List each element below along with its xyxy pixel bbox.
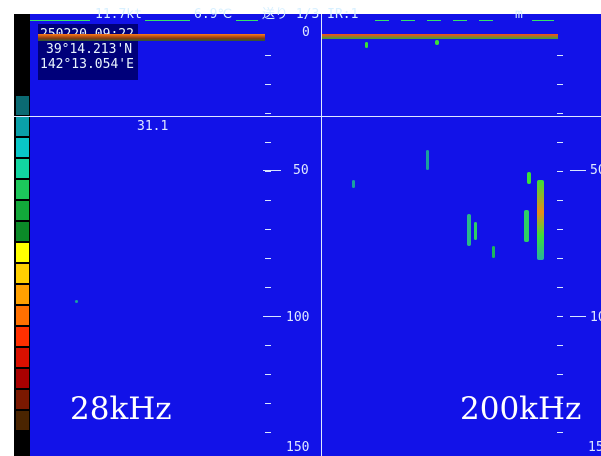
depth-tick — [557, 287, 563, 288]
echogram-display — [14, 14, 601, 456]
frequency-label-28khz: 28kHz — [70, 391, 172, 427]
fish-echo — [527, 172, 531, 184]
depth-tick — [557, 142, 563, 143]
depth-label-50: 50 — [293, 163, 309, 178]
color-scale-swatch — [16, 390, 29, 409]
depth-tick — [557, 432, 563, 433]
color-scale-swatch — [16, 411, 29, 430]
fish-school-echo — [537, 180, 544, 260]
depth-tick — [557, 113, 563, 114]
depth-tick — [557, 403, 563, 404]
depth-tick — [265, 403, 271, 404]
depth-tick — [263, 316, 281, 317]
seabed-echo-28khz — [38, 34, 265, 41]
depth-tick — [265, 84, 271, 85]
longitude-readout: 142°13.054'E — [40, 57, 134, 72]
fish-echo — [352, 180, 355, 188]
depth-tick — [265, 258, 271, 259]
color-scale-swatch — [16, 327, 29, 346]
fish-echo — [426, 150, 429, 170]
depth-tick — [265, 55, 271, 56]
color-scale-swatch — [16, 138, 29, 157]
depth-label-0: 0 — [302, 25, 310, 40]
depth-label-right-50: 50 — [590, 163, 601, 178]
feed-rate-readout: 送り 1/3 IR:1 — [262, 7, 359, 22]
frequency-divider-line — [321, 14, 322, 456]
depth-tick — [265, 345, 271, 346]
depth-tick — [265, 374, 271, 375]
depth-tick — [265, 142, 271, 143]
temperature-readout: 6.9℃ — [194, 7, 233, 22]
depth-tick — [265, 287, 271, 288]
depth-tick — [265, 171, 271, 172]
color-scale-swatch — [16, 369, 29, 388]
color-scale-swatch — [16, 96, 29, 115]
depth-tick — [557, 229, 563, 230]
color-scale-swatch — [16, 306, 29, 325]
cursor-depth-readout: 31.1 — [137, 119, 169, 134]
color-scale-swatch — [16, 117, 29, 136]
depth-label-right-100: 100 — [590, 310, 601, 325]
depth-label-right-150: 150 — [588, 440, 601, 455]
header-underline — [532, 20, 554, 21]
latitude-readout: 39°14.213'N — [46, 42, 133, 57]
fish-echo — [492, 246, 495, 258]
color-scale-swatch — [16, 243, 29, 262]
depth-tick — [265, 229, 271, 230]
depth-tick — [265, 432, 271, 433]
fish-echo — [467, 214, 471, 246]
depth-tick — [557, 345, 563, 346]
header-underline — [236, 20, 258, 21]
depth-tick — [557, 316, 563, 317]
depth-tick — [557, 258, 563, 259]
color-scale-swatch — [16, 159, 29, 178]
depth-tick — [557, 171, 563, 172]
color-scale-swatch — [16, 201, 29, 220]
depth-tick — [570, 170, 586, 171]
header-underline — [30, 20, 90, 21]
depth-tick — [557, 84, 563, 85]
color-scale-swatch — [16, 222, 29, 241]
color-scale-swatch — [16, 264, 29, 283]
color-scale-swatch — [16, 348, 29, 367]
fish-echo — [365, 42, 368, 48]
header-underline — [145, 20, 190, 21]
depth-tick — [557, 374, 563, 375]
speed-readout: 11.7kt — [95, 7, 142, 22]
fish-echo — [75, 300, 78, 303]
depth-tick — [570, 316, 586, 317]
depth-tick — [263, 170, 281, 171]
seabed-echo-200khz — [322, 34, 558, 39]
depth-tick — [557, 55, 563, 56]
color-scale-swatch — [16, 180, 29, 199]
depth-label-100: 100 — [286, 310, 310, 325]
depth-tick — [557, 200, 563, 201]
fish-echo — [474, 222, 477, 240]
depth-label-150: 150 — [286, 440, 310, 455]
fish-echo — [435, 40, 439, 45]
gps-info-panel — [38, 24, 138, 80]
color-scale-swatch — [16, 285, 29, 304]
depth-tick — [265, 200, 271, 201]
fish-echo — [524, 210, 529, 242]
depth-tick — [265, 113, 271, 114]
unit-label: m — [515, 7, 523, 22]
frequency-label-200khz: 200kHz — [460, 391, 582, 427]
header-underline — [375, 20, 505, 21]
depth-cursor-line[interactable] — [14, 116, 601, 117]
